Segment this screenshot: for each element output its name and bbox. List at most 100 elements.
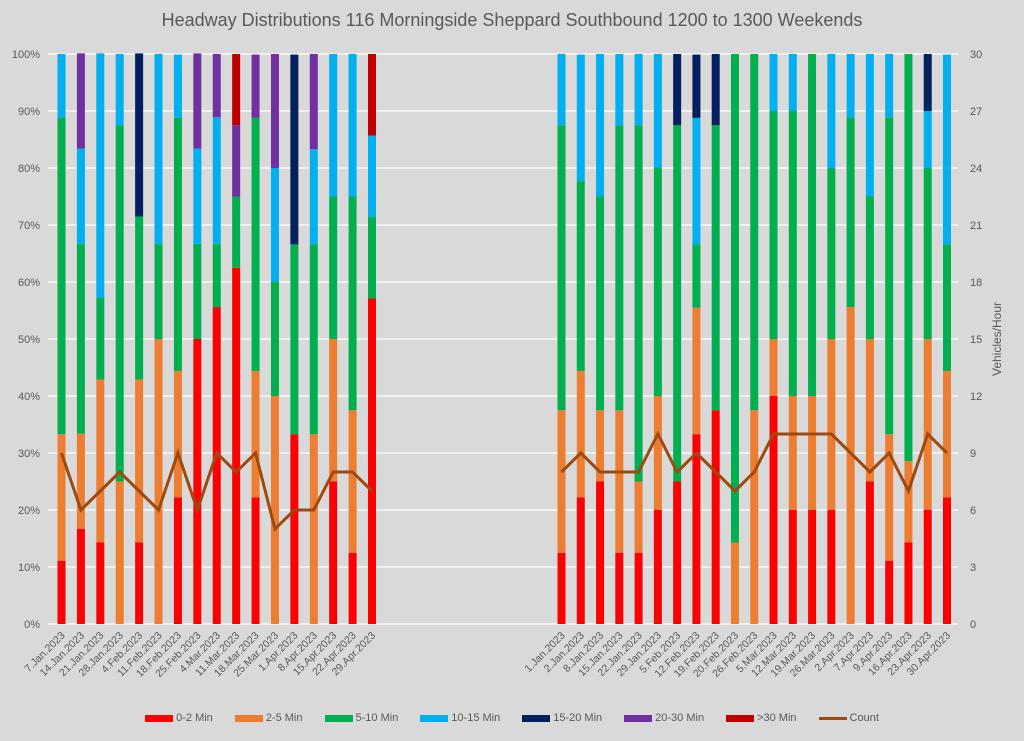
bar-segment	[309, 54, 318, 150]
bar-segment	[212, 243, 221, 308]
bar-segment	[270, 396, 279, 624]
bar-segment	[596, 54, 605, 197]
bar-segment	[788, 510, 797, 624]
legend-item: >30 Min	[726, 712, 797, 724]
bar-segment	[711, 125, 720, 411]
bar-segment	[193, 148, 202, 244]
legend-label: 20-30 Min	[655, 712, 705, 724]
bar-segment	[788, 54, 797, 111]
bar-segment	[173, 370, 182, 498]
bar-segment	[232, 125, 241, 197]
bar-segment	[329, 54, 338, 197]
count-line	[560, 430, 949, 495]
bar-segment	[865, 196, 874, 339]
legend-item: 5-10 Min	[324, 712, 398, 724]
bar-segment	[329, 481, 338, 624]
bar-segment	[154, 243, 163, 339]
bar-segment	[576, 497, 585, 624]
bar-segment	[232, 196, 241, 268]
bar-segment	[769, 54, 778, 111]
bar-segment	[692, 54, 701, 118]
bar-segment	[557, 410, 566, 553]
bar-segment	[232, 267, 241, 624]
legend-swatch	[234, 714, 263, 722]
legend-item: 0-2 Min	[145, 712, 213, 724]
bar-segment	[692, 117, 701, 245]
bar-segment	[96, 542, 105, 624]
bar-segment	[309, 434, 318, 624]
bar-segment	[96, 379, 105, 543]
bar-segment	[904, 54, 913, 461]
bar-segment	[576, 181, 585, 371]
legend-swatch	[420, 714, 449, 722]
bar-segment	[251, 117, 260, 371]
bar-segment	[673, 481, 682, 624]
bar-segment	[76, 433, 85, 529]
bar-segment	[923, 339, 932, 510]
y-right-tick-label: 18	[970, 277, 982, 289]
bar-segment	[329, 339, 338, 482]
y-left-tick-label: 0%	[24, 619, 40, 631]
bar-segment	[270, 282, 279, 396]
bar-segment	[673, 125, 682, 482]
bar-segment	[769, 396, 778, 624]
bar-segment	[290, 54, 299, 245]
bar-segment	[270, 168, 279, 282]
bar-segment	[865, 481, 874, 624]
bar-segment	[788, 111, 797, 396]
bar-segment	[692, 434, 701, 624]
bar-segment	[135, 379, 144, 543]
legend-swatch	[624, 714, 653, 722]
bar-segment	[615, 410, 624, 553]
legend-item: 15-20 Min	[522, 712, 602, 724]
bar-segment	[730, 542, 739, 624]
bar-segment	[711, 410, 720, 624]
bar-segment	[290, 244, 299, 435]
legend-label: 15-20 Min	[553, 712, 603, 724]
bar-segment	[885, 434, 894, 561]
bar-segment	[193, 53, 202, 149]
bar-segment	[750, 54, 759, 411]
bar-segment	[769, 339, 778, 396]
bar-segment	[808, 396, 817, 510]
bar-segment	[827, 510, 836, 624]
bar-segment	[827, 339, 836, 510]
bar-segment	[634, 54, 643, 126]
legend-label: 0-2 Min	[176, 712, 213, 724]
bar-segment	[115, 125, 124, 482]
bar-segment	[57, 117, 66, 435]
bar-segment	[348, 552, 357, 624]
bar-segment	[251, 497, 260, 624]
bar-segment	[943, 370, 951, 498]
bar-segment	[557, 125, 566, 411]
bar-segment	[846, 117, 855, 308]
bar-segment	[615, 552, 624, 624]
legend-item: 10-15 Min	[420, 712, 500, 724]
y-left-tick-label: 60%	[18, 277, 40, 289]
bar-segment	[846, 307, 855, 624]
bar-segment	[827, 168, 836, 339]
count-line	[60, 448, 374, 532]
y-right-tick-label: 24	[970, 163, 982, 175]
bar-segment	[135, 216, 144, 380]
bar-segment	[96, 53, 105, 298]
bar-segment	[212, 117, 221, 244]
bar-segment	[808, 54, 817, 396]
legend-item: 20-30 Min	[624, 712, 704, 724]
bar-segment	[212, 307, 221, 624]
bar-segment	[557, 54, 566, 126]
bar-segment	[904, 460, 913, 543]
y-right-tick-label: 12	[970, 391, 982, 403]
bar-segment	[885, 117, 894, 435]
bar-segment	[154, 54, 163, 244]
bar-segment	[76, 148, 85, 244]
bar-segment	[923, 510, 932, 624]
bar-segment	[692, 307, 701, 435]
bar-segment	[923, 54, 932, 111]
bar-segment	[615, 125, 624, 411]
bar-segment	[348, 410, 357, 553]
bar-segment	[348, 196, 357, 411]
y-left-tick-label: 80%	[18, 163, 40, 175]
legend-label: 2-5 Min	[265, 712, 303, 724]
bar-segment	[885, 54, 894, 118]
